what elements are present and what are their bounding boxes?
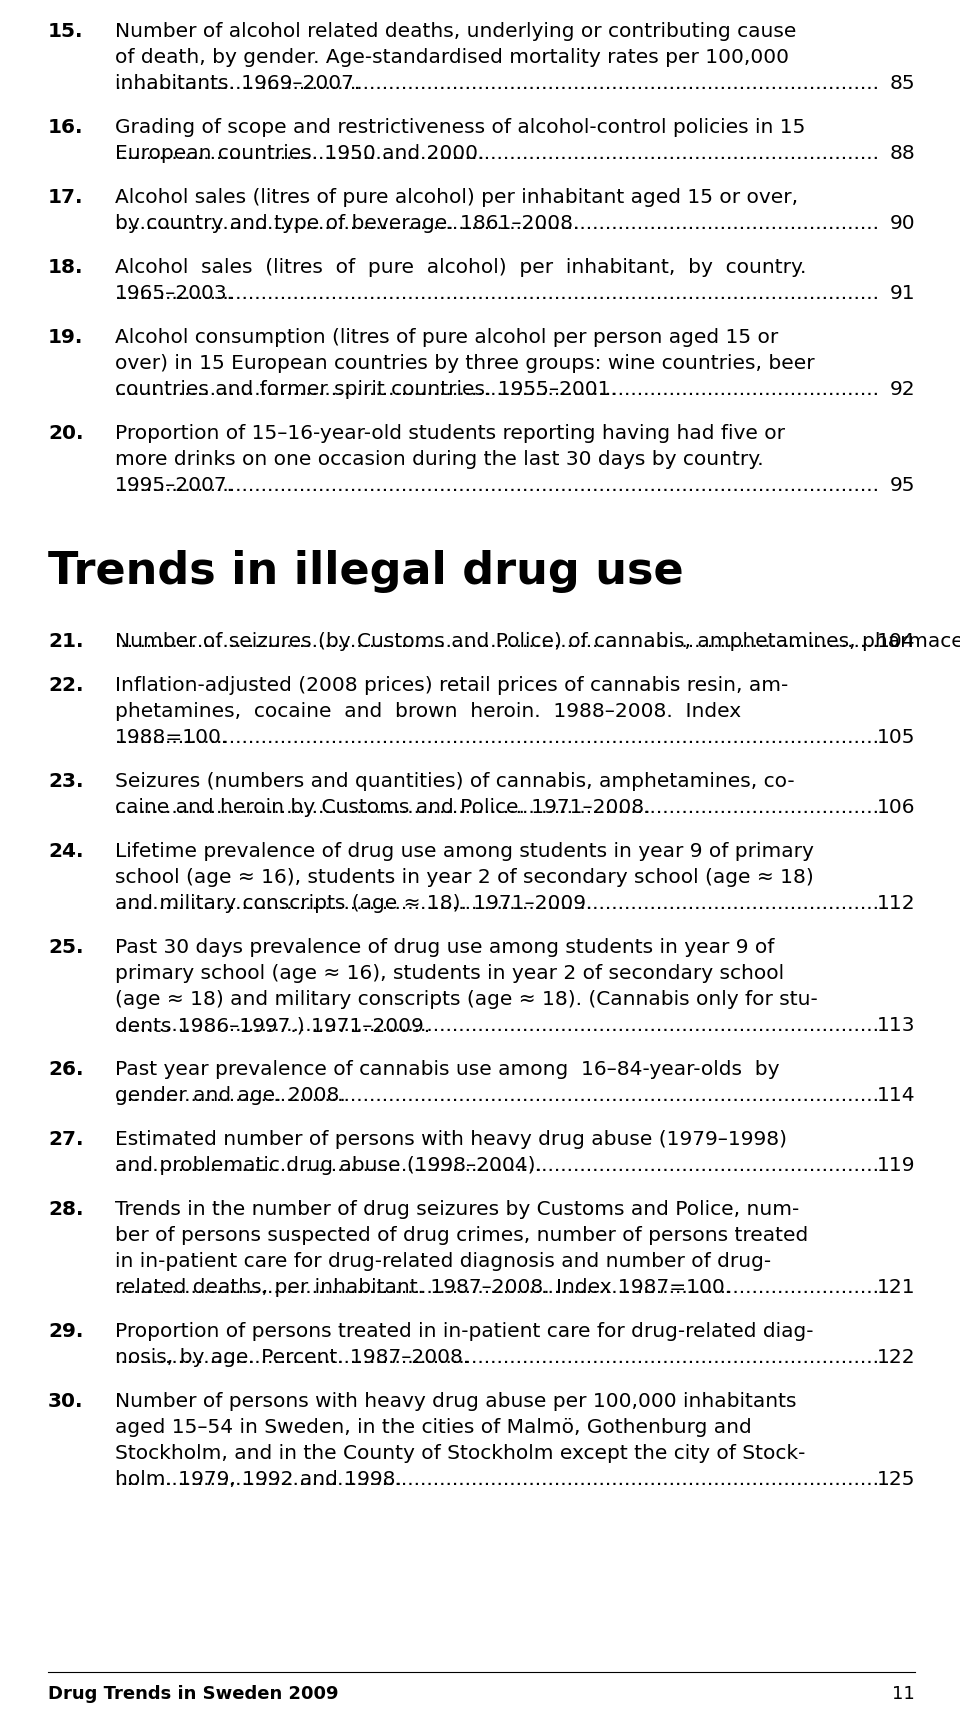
Text: 21.: 21. — [48, 632, 84, 651]
Text: by country and type of beverage. 1861–2008.: by country and type of beverage. 1861–20… — [115, 214, 580, 232]
Text: 16.: 16. — [48, 119, 84, 138]
Text: caine and heroin by Customs and Police. 1971–2008.: caine and heroin by Customs and Police. … — [115, 797, 651, 816]
Text: 1995–2007.: 1995–2007. — [115, 475, 234, 494]
Text: Number of seizures (by Customs and Police) of cannabis, amphetamines, pharmaceut: Number of seizures (by Customs and Polic… — [115, 632, 960, 651]
Text: 18.: 18. — [48, 258, 84, 277]
Text: 105: 105 — [876, 728, 915, 747]
Text: 104: 104 — [876, 632, 915, 651]
Text: ................................................................................: ........................................… — [115, 1087, 880, 1106]
Text: 26.: 26. — [48, 1061, 84, 1080]
Text: 90: 90 — [889, 214, 915, 232]
Text: ................................................................................: ........................................… — [115, 1348, 880, 1367]
Text: ber of persons suspected of drug crimes, number of persons treated: ber of persons suspected of drug crimes,… — [115, 1226, 808, 1245]
Text: (age ≈ 18) and military conscripts (age ≈ 18). (Cannabis only for stu-: (age ≈ 18) and military conscripts (age … — [115, 990, 818, 1009]
Text: 23.: 23. — [48, 771, 84, 790]
Text: primary school (age ≈ 16), students in year 2 of secondary school: primary school (age ≈ 16), students in y… — [115, 964, 784, 983]
Text: and problematic drug abuse (1998–2004).: and problematic drug abuse (1998–2004). — [115, 1155, 541, 1174]
Text: phetamines,  cocaine  and  brown  heroin.  1988–2008.  Index: phetamines, cocaine and brown heroin. 19… — [115, 703, 741, 722]
Text: Past year prevalence of cannabis use among  16–84-year-olds  by: Past year prevalence of cannabis use amo… — [115, 1061, 780, 1080]
Text: Inflation-adjusted (2008 prices) retail prices of cannabis resin, am-: Inflation-adjusted (2008 prices) retail … — [115, 677, 788, 696]
Text: ................................................................................: ........................................… — [115, 1471, 880, 1490]
Text: more drinks on one occasion during the last 30 days by country.: more drinks on one occasion during the l… — [115, 449, 763, 468]
Text: ................................................................................: ........................................… — [115, 145, 880, 164]
Text: of death, by gender. Age-standardised mortality rates per 100,000: of death, by gender. Age-standardised mo… — [115, 48, 789, 67]
Text: ................................................................................: ........................................… — [115, 475, 880, 494]
Text: nosis, by age. Percent. 1987–2008.: nosis, by age. Percent. 1987–2008. — [115, 1348, 469, 1367]
Text: 15.: 15. — [48, 22, 84, 41]
Text: Alcohol sales (litres of pure alcohol) per inhabitant aged 15 or over,: Alcohol sales (litres of pure alcohol) p… — [115, 188, 798, 207]
Text: 20.: 20. — [48, 424, 84, 443]
Text: Estimated number of persons with heavy drug abuse (1979–1998): Estimated number of persons with heavy d… — [115, 1130, 787, 1149]
Text: Alcohol consumption (litres of pure alcohol per person aged 15 or: Alcohol consumption (litres of pure alco… — [115, 327, 779, 348]
Text: 85: 85 — [889, 74, 915, 93]
Text: Lifetime prevalence of drug use among students in year 9 of primary: Lifetime prevalence of drug use among st… — [115, 842, 814, 861]
Text: 88: 88 — [889, 145, 915, 164]
Text: ................................................................................: ........................................… — [115, 1278, 880, 1297]
Text: 92: 92 — [889, 381, 915, 400]
Text: ................................................................................: ........................................… — [115, 74, 880, 93]
Text: ................................................................................: ........................................… — [115, 632, 880, 651]
Text: 22.: 22. — [48, 677, 84, 696]
Text: ................................................................................: ........................................… — [115, 1155, 880, 1174]
Text: Proportion of 15–16-year-old students reporting having had five or: Proportion of 15–16-year-old students re… — [115, 424, 785, 443]
Text: gender and age. 2008.: gender and age. 2008. — [115, 1087, 346, 1106]
Text: dents 1986–1997.) 1971–2009.: dents 1986–1997.) 1971–2009. — [115, 1016, 430, 1035]
Text: 1965–2003.: 1965–2003. — [115, 284, 234, 303]
Text: school (age ≈ 16), students in year 2 of secondary school (age ≈ 18): school (age ≈ 16), students in year 2 of… — [115, 868, 814, 887]
Text: Number of alcohol related deaths, underlying or contributing cause: Number of alcohol related deaths, underl… — [115, 22, 797, 41]
Text: over) in 15 European countries by three groups: wine countries, beer: over) in 15 European countries by three … — [115, 355, 815, 374]
Text: 95: 95 — [890, 475, 915, 494]
Text: 11: 11 — [892, 1686, 915, 1703]
Text: 30.: 30. — [48, 1391, 84, 1410]
Text: aged 15–54 in Sweden, in the cities of Malmö, Gothenburg and: aged 15–54 in Sweden, in the cities of M… — [115, 1417, 752, 1436]
Text: 125: 125 — [876, 1471, 915, 1490]
Text: ................................................................................: ........................................… — [115, 284, 880, 303]
Text: 112: 112 — [876, 894, 915, 913]
Text: ................................................................................: ........................................… — [115, 1016, 880, 1035]
Text: Number of persons with heavy drug abuse per 100,000 inhabitants: Number of persons with heavy drug abuse … — [115, 1391, 797, 1410]
Text: Drug Trends in Sweden 2009: Drug Trends in Sweden 2009 — [48, 1686, 339, 1703]
Text: 91: 91 — [889, 284, 915, 303]
Text: 28.: 28. — [48, 1200, 84, 1219]
Text: European countries. 1950 and 2000.: European countries. 1950 and 2000. — [115, 145, 485, 164]
Text: 122: 122 — [876, 1348, 915, 1367]
Text: Proportion of persons treated in in-patient care for drug-related diag-: Proportion of persons treated in in-pati… — [115, 1322, 813, 1341]
Text: ................................................................................: ........................................… — [115, 797, 880, 816]
Text: 113: 113 — [876, 1016, 915, 1035]
Text: Alcohol  sales  (litres  of  pure  alcohol)  per  inhabitant,  by  country.: Alcohol sales (litres of pure alcohol) p… — [115, 258, 806, 277]
Text: Past 30 days prevalence of drug use among students in year 9 of: Past 30 days prevalence of drug use amon… — [115, 938, 775, 957]
Text: 29.: 29. — [48, 1322, 84, 1341]
Text: ................................................................................: ........................................… — [115, 381, 880, 400]
Text: Seizures (numbers and quantities) of cannabis, amphetamines, co-: Seizures (numbers and quantities) of can… — [115, 771, 795, 790]
Text: in in-patient care for drug-related diagnosis and number of drug-: in in-patient care for drug-related diag… — [115, 1252, 771, 1271]
Text: 27.: 27. — [48, 1130, 84, 1149]
Text: Grading of scope and restrictiveness of alcohol-control policies in 15: Grading of scope and restrictiveness of … — [115, 119, 805, 138]
Text: Stockholm, and in the County of Stockholm except the city of Stock-: Stockholm, and in the County of Stockhol… — [115, 1445, 805, 1464]
Text: Trends in illegal drug use: Trends in illegal drug use — [48, 549, 684, 592]
Text: holm. 1979, 1992 and 1998.: holm. 1979, 1992 and 1998. — [115, 1471, 402, 1490]
Text: ................................................................................: ........................................… — [115, 894, 880, 913]
Text: ................................................................................: ........................................… — [115, 214, 880, 232]
Text: 25.: 25. — [48, 938, 84, 957]
Text: Trends in the number of drug seizures by Customs and Police, num-: Trends in the number of drug seizures by… — [115, 1200, 800, 1219]
Text: 121: 121 — [876, 1278, 915, 1297]
Text: 106: 106 — [876, 797, 915, 816]
Text: related deaths, per inhabitant. 1987–2008. Index 1987=100.: related deaths, per inhabitant. 1987–200… — [115, 1278, 732, 1297]
Text: 19.: 19. — [48, 327, 84, 348]
Text: and military conscripts (age ≈ 18). 1971–2009.: and military conscripts (age ≈ 18). 1971… — [115, 894, 592, 913]
Text: 17.: 17. — [48, 188, 84, 207]
Text: countries and former spirit countries. 1955–2001.: countries and former spirit countries. 1… — [115, 381, 617, 400]
Text: 24.: 24. — [48, 842, 84, 861]
Text: 119: 119 — [876, 1155, 915, 1174]
Text: 114: 114 — [876, 1087, 915, 1106]
Text: 1988=100.: 1988=100. — [115, 728, 228, 747]
Text: ................................................................................: ........................................… — [115, 728, 880, 747]
Text: inhabitants. 1969–2007.: inhabitants. 1969–2007. — [115, 74, 360, 93]
